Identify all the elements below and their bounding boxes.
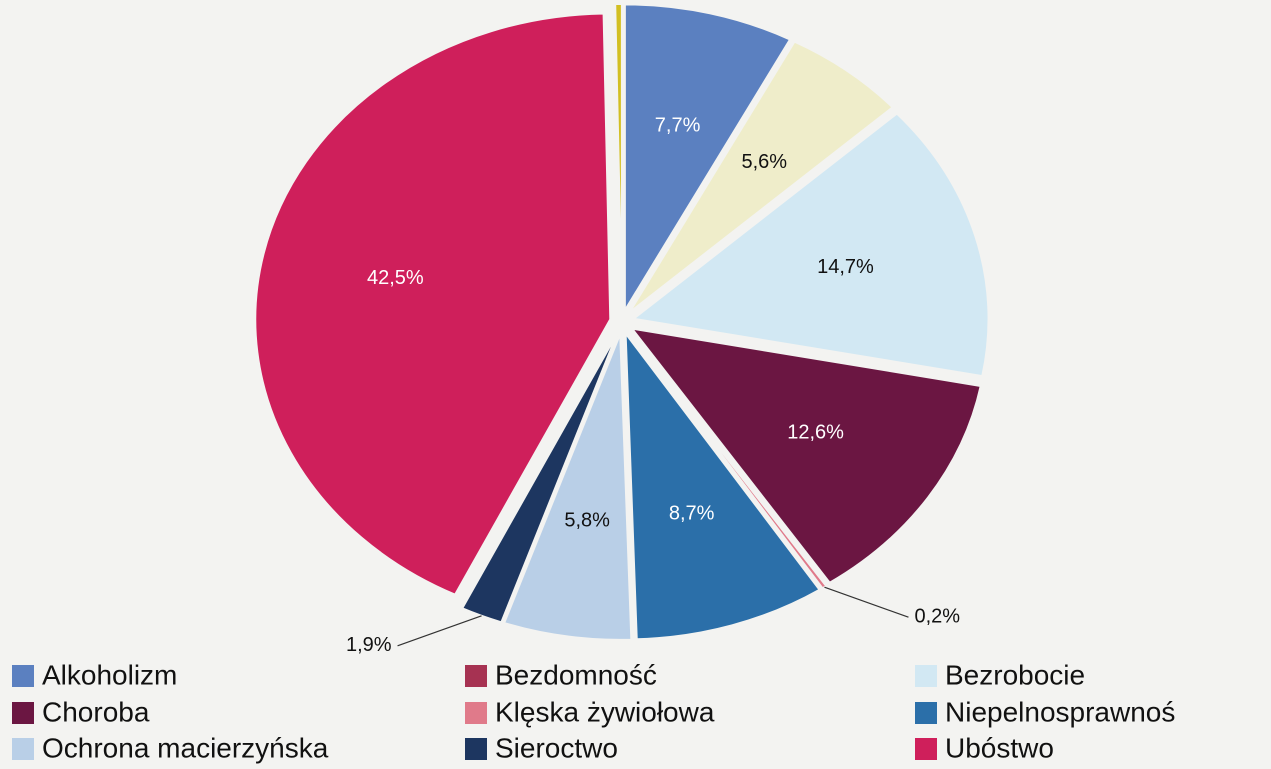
legend-label: Klęska żywiołowa <box>495 696 715 727</box>
legend-label: Bezrobocie <box>945 659 1085 690</box>
legend-swatch <box>465 702 487 724</box>
pie-slice <box>629 327 982 585</box>
pie-slice <box>623 3 792 314</box>
legend-swatch <box>12 702 34 724</box>
legend-swatch <box>465 665 487 687</box>
pie-slice <box>628 40 895 314</box>
legend-label: Ubóstwo <box>945 732 1054 763</box>
legend-swatch <box>12 665 34 687</box>
pie-slice <box>614 3 623 311</box>
value-label: 1,9% <box>346 634 392 656</box>
value-label: 8,7% <box>669 503 715 525</box>
legend-swatch <box>915 738 937 760</box>
legend-label: Niepelnosprawnoś <box>945 696 1175 727</box>
legend-label: Ochrona macierzyńska <box>42 732 329 763</box>
legend-label: Bezdomność <box>495 659 657 690</box>
value-label: 5,8% <box>564 510 610 532</box>
pie-slice <box>460 332 619 624</box>
pie-slice <box>502 333 633 641</box>
value-label: 42,5% <box>367 267 424 289</box>
value-label: 12,6% <box>787 422 844 444</box>
legend-swatch <box>12 738 34 760</box>
value-label: 7,7% <box>655 114 701 136</box>
pie-slice <box>624 330 822 641</box>
pie-slice <box>631 112 990 378</box>
legend-swatch <box>915 665 937 687</box>
leader-line <box>397 615 482 647</box>
legend-label: Choroba <box>42 696 150 727</box>
legend-swatch <box>915 702 937 724</box>
pie-slice <box>254 12 612 596</box>
legend-label: Sieroctwo <box>495 732 618 763</box>
legend-label: Alkoholizm <box>42 659 177 690</box>
leader-line <box>824 586 909 618</box>
legend-swatch <box>465 738 487 760</box>
value-label: 14,7% <box>817 256 874 278</box>
value-label: 0,2% <box>914 606 960 628</box>
value-label: 5,6% <box>741 151 787 173</box>
